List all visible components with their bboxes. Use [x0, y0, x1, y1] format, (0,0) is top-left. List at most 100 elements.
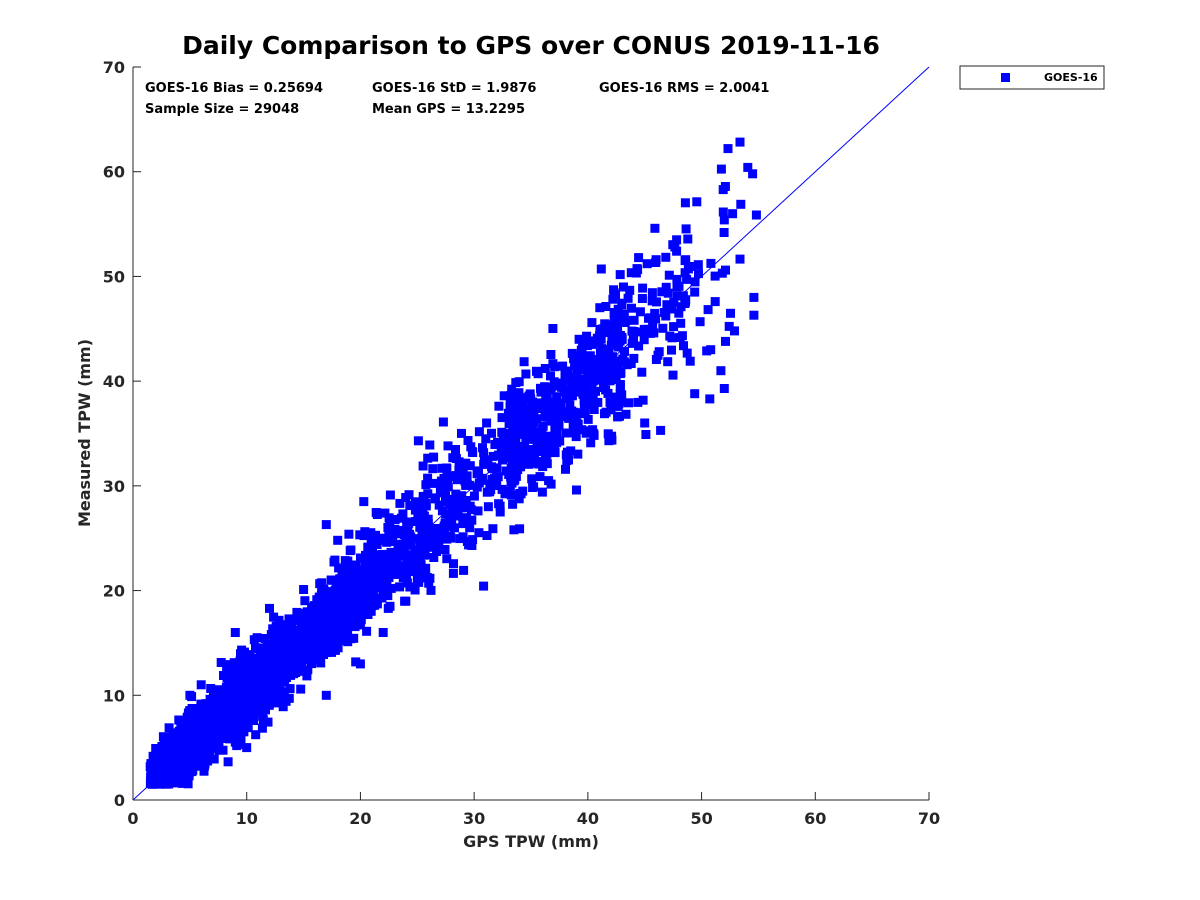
data-point: [190, 734, 200, 744]
data-point: [428, 464, 438, 474]
data-point: [479, 448, 489, 458]
data-point: [546, 443, 555, 453]
data-point: [370, 600, 380, 610]
data-point: [611, 290, 620, 300]
data-point: [728, 209, 738, 219]
data-point: [458, 500, 468, 510]
data-point: [595, 348, 605, 358]
data-point: [240, 658, 250, 668]
data-point: [421, 480, 431, 490]
data-point: [186, 757, 196, 767]
data-point: [303, 641, 313, 651]
x-ticks: 0 10 20 30 40 50 60 70: [127, 792, 940, 828]
data-point: [532, 366, 541, 376]
data-point: [253, 698, 263, 708]
data-point: [177, 723, 187, 733]
data-point: [292, 616, 302, 626]
data-point: [220, 728, 230, 738]
data-point: [295, 645, 305, 655]
data-point: [307, 602, 317, 612]
data-point: [509, 525, 519, 535]
data-point: [333, 633, 343, 643]
data-point: [455, 534, 465, 544]
data-point: [478, 443, 487, 453]
data-point: [514, 388, 524, 398]
data-point: [561, 464, 570, 474]
data-point: [625, 285, 635, 295]
data-point: [629, 327, 638, 336]
data-point: [247, 669, 256, 679]
data-point: [176, 739, 186, 749]
data-point: [582, 426, 592, 436]
data-point: [438, 417, 448, 427]
data-point: [371, 530, 380, 540]
data-point: [324, 629, 334, 639]
data-point: [706, 258, 716, 268]
data-point: [442, 464, 452, 474]
data-point: [620, 346, 629, 356]
data-point: [344, 603, 354, 613]
data-point: [354, 596, 364, 605]
data-point: [748, 169, 758, 179]
data-point: [749, 310, 759, 320]
data-point: [558, 361, 568, 371]
data-point: [395, 541, 405, 551]
data-point: [289, 668, 298, 678]
data-point: [260, 688, 270, 697]
data-point: [570, 361, 580, 371]
data-point: [377, 556, 386, 566]
data-point: [566, 375, 576, 385]
data-point: [467, 447, 477, 457]
data-point: [716, 164, 726, 174]
data-point: [672, 235, 682, 245]
data-point: [448, 453, 458, 463]
data-point: [674, 308, 684, 318]
data-point: [542, 434, 552, 444]
data-point: [303, 665, 313, 675]
data-point: [580, 408, 590, 418]
data-point: [479, 581, 489, 591]
data-point: [606, 340, 616, 350]
data-point: [572, 485, 581, 495]
data-point: [516, 489, 526, 499]
data-point: [413, 436, 423, 446]
data-point: [210, 717, 220, 727]
y-axis-label: Measured TPW (mm): [75, 339, 94, 527]
data-point: [372, 554, 382, 564]
data-point: [527, 474, 537, 484]
data-point: [542, 459, 552, 469]
data-point: [530, 451, 539, 461]
data-point: [588, 373, 598, 383]
data-point: [482, 531, 492, 540]
data-point: [613, 412, 623, 422]
data-point: [563, 385, 573, 395]
data-point: [248, 686, 257, 696]
legend-label: GOES-16: [1044, 71, 1098, 84]
data-point: [565, 400, 575, 410]
data-point: [232, 685, 242, 695]
data-point: [395, 498, 405, 508]
data-point: [572, 366, 582, 376]
data-point: [253, 671, 263, 681]
data-point: [497, 413, 507, 423]
data-point: [615, 270, 625, 280]
data-point: [512, 451, 522, 461]
data-point: [269, 685, 279, 695]
data-point: [680, 268, 690, 278]
data-point: [325, 594, 334, 604]
data-point: [598, 365, 608, 375]
data-point: [360, 573, 370, 583]
data-point: [669, 322, 679, 332]
data-point: [463, 436, 473, 445]
data-point: [382, 576, 392, 586]
data-point: [374, 583, 383, 593]
data-point: [481, 434, 491, 444]
data-point: [218, 703, 228, 713]
data-point: [626, 359, 636, 368]
data-point: [672, 246, 682, 256]
data-point: [230, 628, 240, 637]
data-point: [248, 661, 258, 671]
data-point: [402, 571, 411, 581]
data-point: [507, 470, 517, 480]
data-point: [248, 678, 258, 688]
